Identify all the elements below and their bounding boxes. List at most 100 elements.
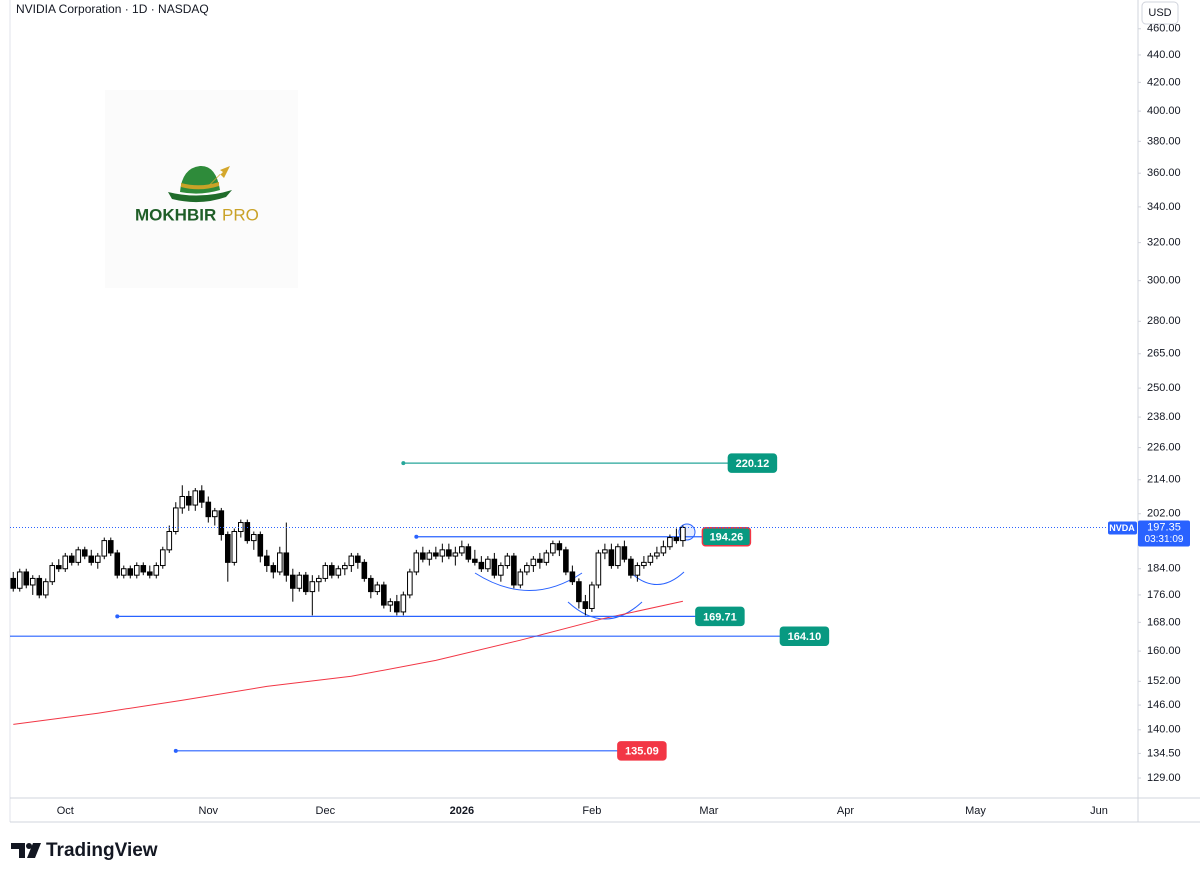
y-tick-label: 184.00 <box>1147 563 1181 575</box>
candle-body <box>660 546 667 554</box>
y-tick-label: 380.00 <box>1147 135 1181 147</box>
candle-body <box>368 577 374 593</box>
candle-body <box>647 555 654 563</box>
candle-body <box>628 558 634 576</box>
candle-body <box>179 495 186 509</box>
candle-body <box>127 568 134 576</box>
y-tick-label: 265.00 <box>1147 348 1181 360</box>
hat-arrow <box>206 166 230 188</box>
candle-body <box>185 495 192 506</box>
candle-body <box>355 555 361 563</box>
x-tick-label: May <box>965 805 986 817</box>
currency-label: USD <box>1148 7 1171 19</box>
level-label-box <box>695 606 745 627</box>
candle-body <box>270 565 277 573</box>
symbol-box <box>1108 521 1137 535</box>
candle-body <box>283 552 290 576</box>
candle-body <box>550 543 556 554</box>
candle-body <box>277 552 283 573</box>
y-tick-label: 280.00 <box>1147 315 1181 327</box>
candle-body <box>400 594 407 613</box>
brand-mark <box>26 843 32 849</box>
candle-body <box>218 510 225 536</box>
level-anchor <box>115 614 120 619</box>
y-tick-label: 160.00 <box>1147 645 1181 657</box>
candle-body <box>322 565 329 579</box>
y-tick-label: 440.00 <box>1147 49 1181 61</box>
y-tick-label: 134.50 <box>1147 747 1181 759</box>
level-anchor <box>173 748 178 753</box>
y-tick-label: 202.00 <box>1147 508 1181 520</box>
candle-body <box>641 561 647 567</box>
candle-body <box>602 549 608 554</box>
candle-body <box>374 584 381 593</box>
candle-body <box>569 571 576 583</box>
candle-body <box>296 574 303 589</box>
candle-body <box>673 537 680 542</box>
candle-body <box>563 549 569 573</box>
candle-body <box>159 549 166 567</box>
candle-body <box>504 555 511 567</box>
level-label: 194.26 <box>710 532 744 544</box>
candle-body <box>394 601 400 613</box>
candle-body <box>231 531 238 563</box>
candle-body <box>335 568 342 576</box>
y-tick-label: 168.00 <box>1147 616 1181 628</box>
candle-body <box>485 558 491 570</box>
level-label-box <box>701 527 752 547</box>
candle-body <box>88 555 95 563</box>
candle-body <box>303 574 309 593</box>
x-tick-label: Dec <box>316 805 336 817</box>
y-tick-label: 152.00 <box>1147 675 1181 687</box>
candle-body <box>198 490 205 503</box>
y-tick-label: 400.00 <box>1147 105 1181 117</box>
candle-body <box>251 534 257 542</box>
brand-logo: TradingView <box>11 840 158 861</box>
y-tick-label: 146.00 <box>1147 699 1181 711</box>
arc <box>567 601 643 620</box>
candle-body <box>316 577 322 583</box>
candle-body <box>556 543 563 551</box>
y-tick-label: 129.00 <box>1147 772 1181 784</box>
candle-body <box>576 581 582 603</box>
x-tick-label: 2026 <box>450 805 474 817</box>
hat-brim <box>168 190 232 203</box>
candle-body <box>361 561 368 579</box>
candle-body <box>290 574 296 589</box>
candle-body <box>114 552 121 576</box>
candle-body <box>36 577 43 596</box>
candle-body <box>29 577 36 586</box>
candle-body <box>517 571 524 586</box>
y-tick-label: 140.00 <box>1147 724 1181 736</box>
arc <box>629 571 685 585</box>
level-label-box <box>779 626 830 646</box>
last-price-box <box>1138 520 1190 547</box>
candle-body <box>244 522 251 542</box>
y-tick-label: 320.00 <box>1147 237 1181 249</box>
currency-button[interactable] <box>1141 1 1179 25</box>
x-tick-label: Jun <box>1090 805 1108 817</box>
candle-body <box>49 565 56 583</box>
candle-body <box>452 552 459 557</box>
candle-body <box>478 561 485 570</box>
candle-body <box>654 552 660 557</box>
level-label: 220.12 <box>736 458 770 470</box>
x-tick-label: Oct <box>57 805 74 817</box>
plot: 460.00 440.00 420.00 400.00 380.00 360.00 340.… <box>10 23 1190 817</box>
candle-body <box>680 526 686 542</box>
candle-body <box>589 584 595 609</box>
x-tick-label: Mar <box>699 805 718 817</box>
y-tick-label: 340.00 <box>1147 201 1181 213</box>
candle-body <box>472 558 478 563</box>
brand-name: TradingView <box>46 840 158 861</box>
candle-body <box>459 546 465 554</box>
brand-mark <box>11 843 25 858</box>
candle-body <box>62 555 69 570</box>
last-price-label: 197.35 <box>1147 521 1181 533</box>
candle-body <box>133 565 140 576</box>
y-tick-label: 250.00 <box>1147 382 1181 394</box>
candle-body <box>615 546 621 567</box>
candle-body <box>238 522 244 533</box>
candle-body <box>511 555 517 586</box>
candle-body <box>172 507 179 533</box>
